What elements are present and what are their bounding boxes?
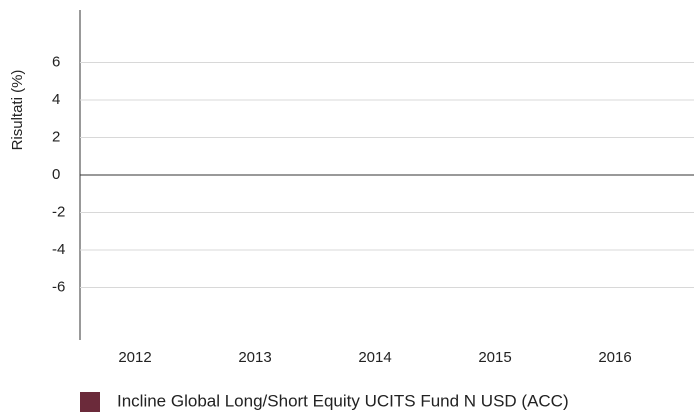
y-tick-label: 4	[52, 91, 60, 108]
y-axis-label: Risultati (%)	[9, 70, 26, 151]
y-tick-label: -2	[52, 203, 65, 220]
x-tick-label: 2015	[478, 349, 511, 366]
y-tick-label: 2	[52, 128, 60, 145]
legend-label: Incline Global Long/Short Equity UCITS F…	[117, 391, 569, 410]
y-tick-label: -6	[52, 278, 65, 295]
x-tick-label: 2012	[118, 349, 151, 366]
y-tick-label: 6	[52, 53, 60, 70]
x-tick-label: 2014	[358, 349, 391, 366]
legend-swatch	[80, 392, 100, 412]
x-tick-label: 2013	[238, 349, 271, 366]
y-tick-label: -4	[52, 241, 65, 258]
y-tick-label: 0	[52, 166, 60, 183]
x-tick-label: 2016	[598, 349, 631, 366]
